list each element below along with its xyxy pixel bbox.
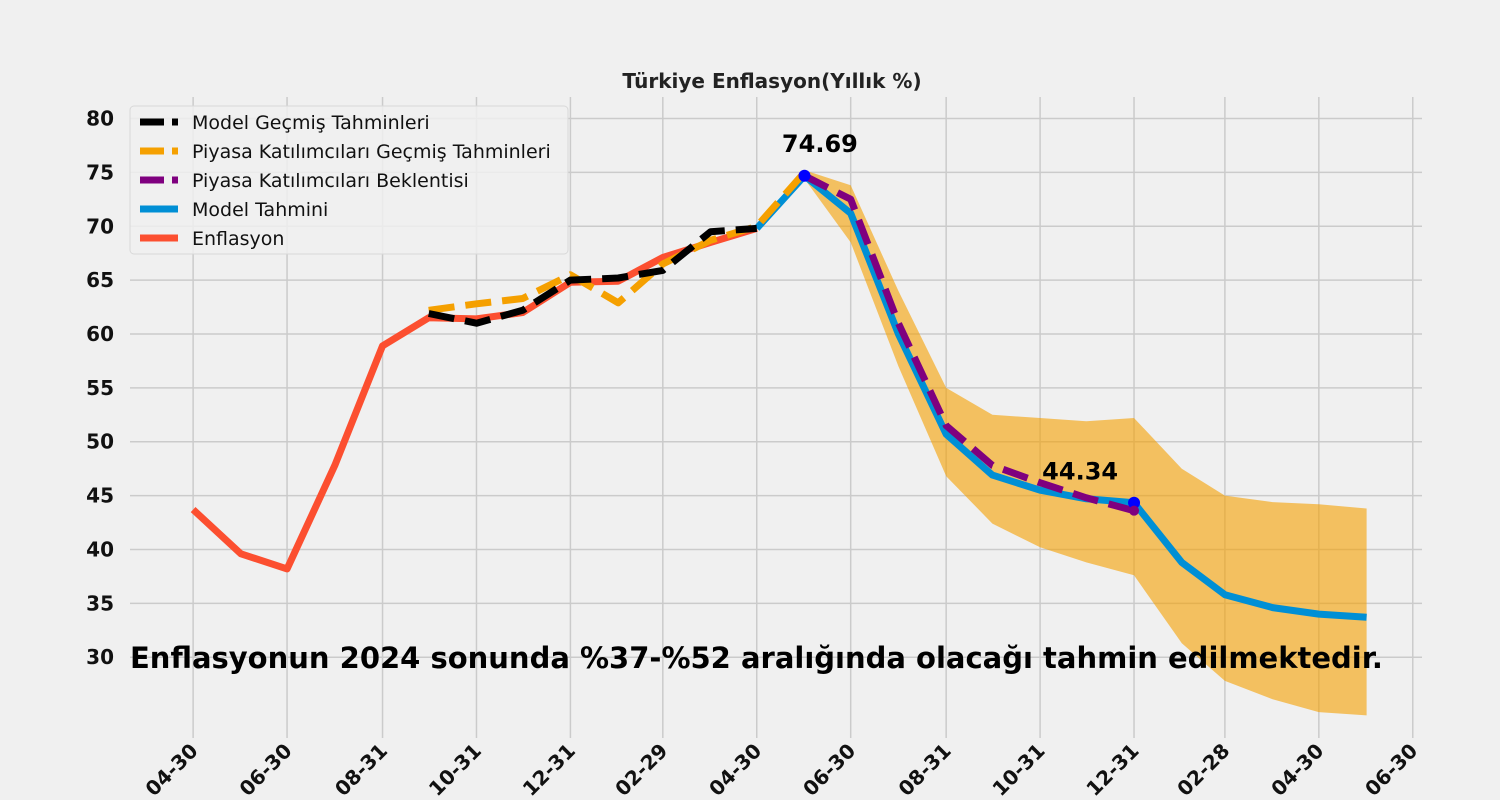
y-tick-label: 60 <box>86 322 114 346</box>
legend-label: Model Tahmini <box>192 199 328 221</box>
legend-label: Model Geçmiş Tahminleri <box>192 112 430 134</box>
series-line-4 <box>190 225 758 573</box>
y-tick-label: 45 <box>86 484 114 508</box>
highlight-marker <box>798 169 811 182</box>
legend: Model Geçmiş Tahminleri Piyasa Katılımcıl… <box>129 105 569 255</box>
series-lines <box>190 170 1367 621</box>
annotations: 74.69 44.34 Enflasyonun 2024 sonunda %37-%… <box>130 130 1383 675</box>
legend-box <box>129 105 569 255</box>
legend-label: Enflasyon <box>192 228 284 250</box>
y-tick-label: 75 <box>86 160 114 184</box>
highlight-marker <box>1128 496 1141 509</box>
value-label: 44.34 <box>1042 457 1118 485</box>
y-tick-label: 80 <box>86 107 114 131</box>
y-tick-label: 50 <box>86 430 114 454</box>
y-tick-label: 55 <box>86 376 114 400</box>
chart-title: Türkiye Enflasyon(Yıllık %) <box>622 69 921 93</box>
series-line-0 <box>428 224 758 327</box>
series-line-3 <box>754 172 1367 621</box>
legend-label: Piyasa Katılımcıları Beklentisi <box>192 170 469 192</box>
summary-note: Enflasyonun 2024 sonunda %37-%52 aralığı… <box>130 641 1383 675</box>
series-line-2 <box>802 172 1135 515</box>
y-tick-label: 40 <box>86 537 114 561</box>
y-tick-label: 65 <box>86 268 114 292</box>
highlight-markers <box>798 169 1141 516</box>
value-label: 74.69 <box>782 130 858 158</box>
confidence-band-area <box>804 170 1367 716</box>
y-tick-label: 30 <box>86 645 114 669</box>
y-axis-ticks: 30 35 40 45 50 55 60 65 70 75 80 <box>86 107 114 670</box>
confidence-band <box>804 170 1367 716</box>
y-tick-label: 70 <box>86 214 114 238</box>
legend-label: Piyasa Katılımcıları Geçmiş Tahminleri <box>192 141 551 163</box>
y-tick-label: 35 <box>86 591 114 615</box>
highlight-marker <box>1129 505 1140 516</box>
